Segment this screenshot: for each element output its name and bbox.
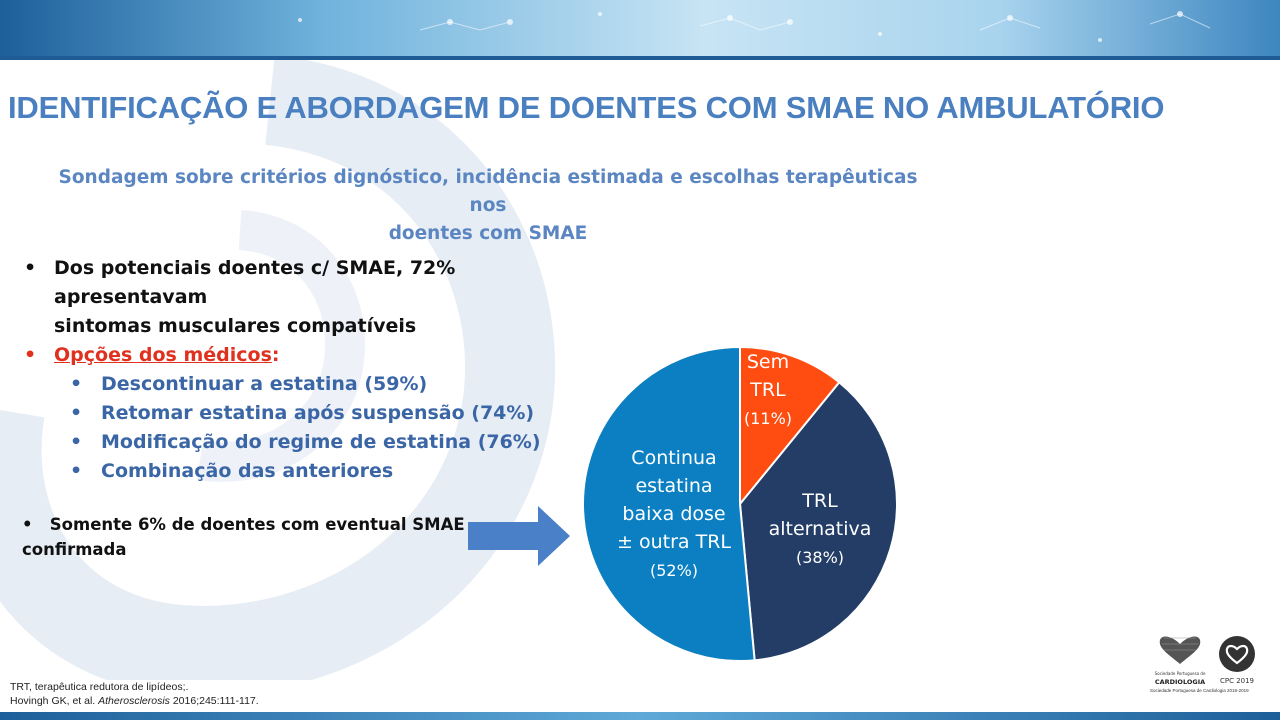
- bullet-confirmed-line-2: confirmada: [22, 540, 127, 559]
- molecule-decoration: [298, 11, 1211, 42]
- bullet-list: • Dos potenciais doentes c/ SMAE, 72% ap…: [22, 254, 602, 486]
- cpc-logo-icon: CPC 2019: [1219, 636, 1255, 685]
- footnote-journal: Atherosclerosis: [98, 695, 170, 707]
- sub-bullet-4: • Combinação das anteriores: [22, 457, 602, 486]
- physician-options-colon: :: [271, 344, 280, 366]
- footnote: TRT, terapêutica redutora de lipídeos;. …: [10, 680, 610, 708]
- physician-options-label: Opções dos médicos: [54, 344, 272, 366]
- sub-bullet-3: • Modificação do regime de estatina (76%…: [22, 428, 602, 457]
- bullet-dot-icon: •: [70, 402, 83, 424]
- bullet-dot-icon: •: [70, 373, 83, 395]
- bullet-physician-options: • Opções dos médicos:: [22, 341, 602, 370]
- cpc-text: CPC 2019: [1220, 677, 1254, 685]
- sub-bullet-1: • Descontinuar a estatina (59%): [22, 370, 602, 399]
- subtitle-line-2: doentes com SMAE: [388, 223, 588, 244]
- confirmed-text: Somente 6% de doentes com eventual SMAE: [49, 515, 465, 534]
- pie-slice: [582, 345, 756, 662]
- footnote-citation: 2016;245:111-117.: [169, 695, 259, 707]
- pie-slice: [739, 345, 841, 507]
- sub-bullet-label: Descontinuar a estatina (59%): [101, 373, 428, 395]
- subtitle-line-1: Sondagem sobre critérios dignóstico, inc…: [58, 167, 918, 216]
- pie-slice-label: Continua estatina baixa dose ± outra TRL (52…: [617, 447, 731, 580]
- footnote-line-1: TRT, terapêutica redutora de lipídeos;.: [10, 681, 189, 693]
- pie-slice: [738, 380, 898, 662]
- bullet-dot-icon: •: [22, 515, 50, 534]
- bullet-confirmed: • Somente 6% de doentes com eventual SMA…: [22, 512, 482, 562]
- bullet-symptoms-line-2: sintomas musculares compatíveis: [54, 315, 417, 337]
- spc-name-text: CARDIOLOGIA: [1155, 678, 1205, 686]
- spc-small-text: Sociedade Portuguesa de: [1155, 671, 1206, 676]
- slide-title: IDENTIFICAÇÃO E ABORDAGEM DE DOENTES COM…: [8, 90, 1165, 125]
- bullet-dot-icon: •: [70, 460, 83, 482]
- slide-subtitle: Sondagem sobre critérios dignóstico, inc…: [58, 164, 918, 248]
- pie-slice-label: Sem TRL (11%): [744, 351, 792, 428]
- bullet-confirmed-line-1: • Somente 6% de doentes com eventual SMA…: [22, 512, 482, 537]
- sub-bullet-label: Modificação do regime de estatina (76%): [101, 431, 541, 453]
- pie-chart: Sem TRL (11%) TRL alternativa (38%) Continua es…: [582, 345, 898, 662]
- sub-bullet-2: • Retomar estatina após suspensão (74%): [22, 399, 602, 428]
- pie-slice-label: TRL alternativa (38%): [769, 490, 872, 567]
- sub-bullet-label: Retomar estatina após suspensão (74%): [101, 402, 535, 424]
- spc-logo-icon: Sociedade Portuguesa de CARDIOLOGIA: [1155, 636, 1206, 686]
- sub-bullet-label: Combinação das anteriores: [101, 460, 394, 482]
- bullet-symptoms: • Dos potenciais doentes c/ SMAE, 72% ap…: [22, 254, 602, 341]
- footnote-authors: Hovingh GK, et al.: [10, 695, 99, 707]
- bullet-dot-icon: •: [24, 257, 37, 279]
- bullet-dot-icon: •: [70, 431, 83, 453]
- top-banner: [0, 0, 1280, 60]
- bullet-symptoms-line-1: Dos potenciais doentes c/ SMAE, 72% apre…: [54, 257, 456, 308]
- footnote-line-2: Hovingh GK, et al. Atherosclerosis 2016;…: [10, 694, 610, 708]
- right-arrow-icon: [468, 506, 570, 566]
- bottom-band: [0, 712, 1280, 720]
- logo-strip: Sociedade Portuguesa de Cardiologia 2018…: [1150, 688, 1249, 693]
- bullet-dot-icon: •: [24, 344, 37, 366]
